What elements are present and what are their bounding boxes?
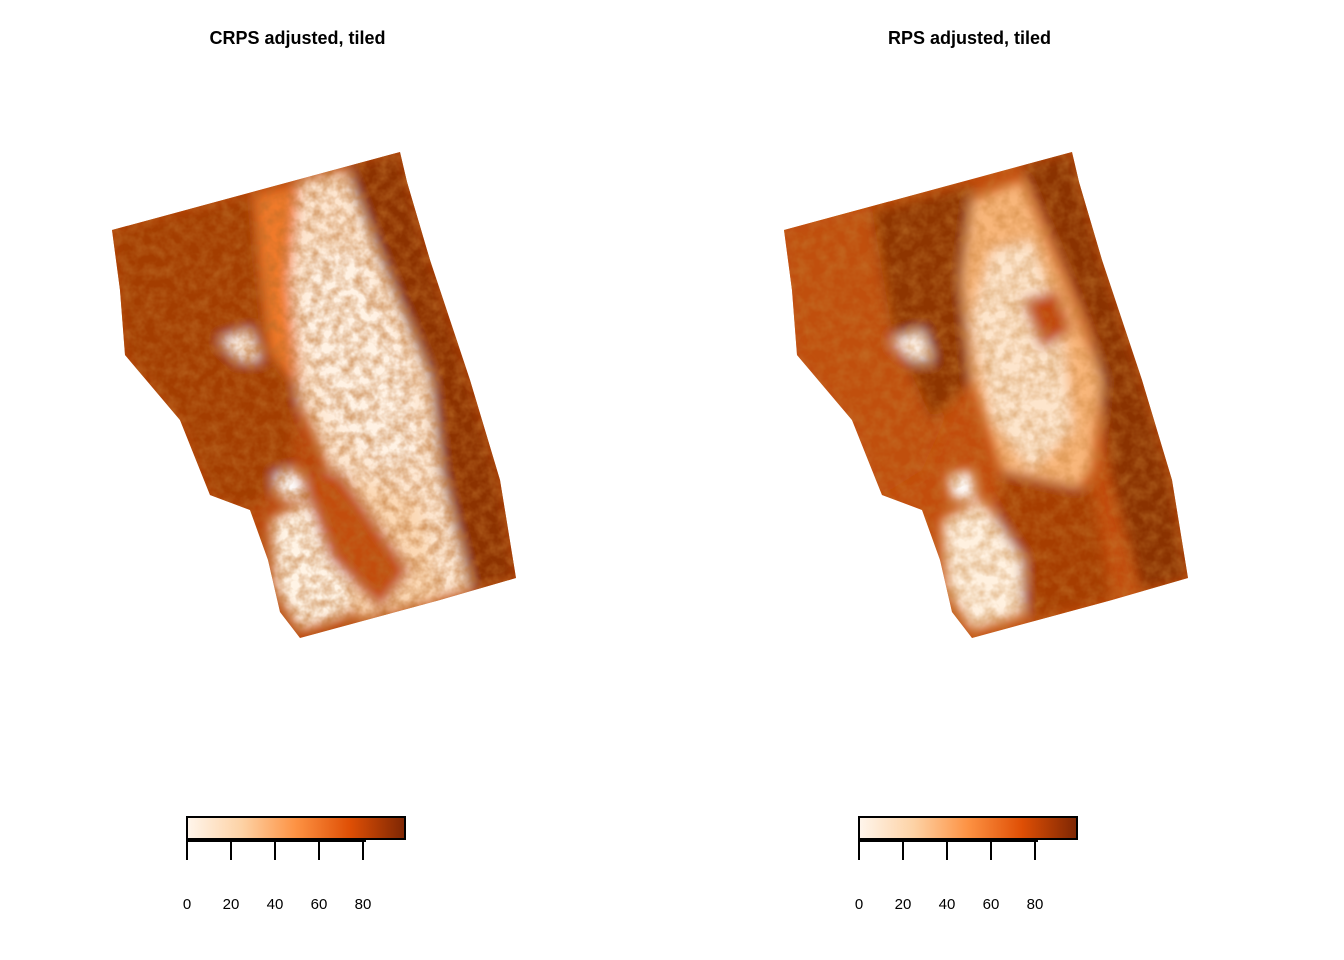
crps-tick-60: 60 bbox=[310, 896, 328, 913]
crps-legend-axis bbox=[186, 840, 366, 862]
crps-raster bbox=[112, 152, 516, 638]
rps-tick-0: 0 bbox=[854, 896, 864, 913]
rps-tick-20: 20 bbox=[894, 896, 912, 913]
crps-tick-20: 20 bbox=[222, 896, 240, 913]
rps-tick-60: 60 bbox=[982, 896, 1000, 913]
rps-tick-80: 80 bbox=[1026, 896, 1044, 913]
rps-raster bbox=[784, 152, 1188, 638]
rps-legend-axis bbox=[858, 840, 1038, 862]
crps-colorbar bbox=[186, 816, 406, 840]
rps-map bbox=[784, 152, 1188, 638]
rps-colorbar bbox=[858, 816, 1078, 840]
crps-map bbox=[112, 152, 516, 638]
rps-panel: RPS adjusted, tiled bbox=[672, 0, 1344, 960]
crps-tick-40: 40 bbox=[266, 896, 284, 913]
rps-title: RPS adjusted, tiled bbox=[887, 28, 1052, 48]
rps-tick-40: 40 bbox=[938, 896, 956, 913]
crps-title: CRPS adjusted, tiled bbox=[209, 28, 386, 48]
crps-panel: CRPS adjusted, tiled bbox=[112, 28, 516, 913]
crps-tick-0: 0 bbox=[182, 896, 192, 913]
crps-tick-80: 80 bbox=[354, 896, 372, 913]
